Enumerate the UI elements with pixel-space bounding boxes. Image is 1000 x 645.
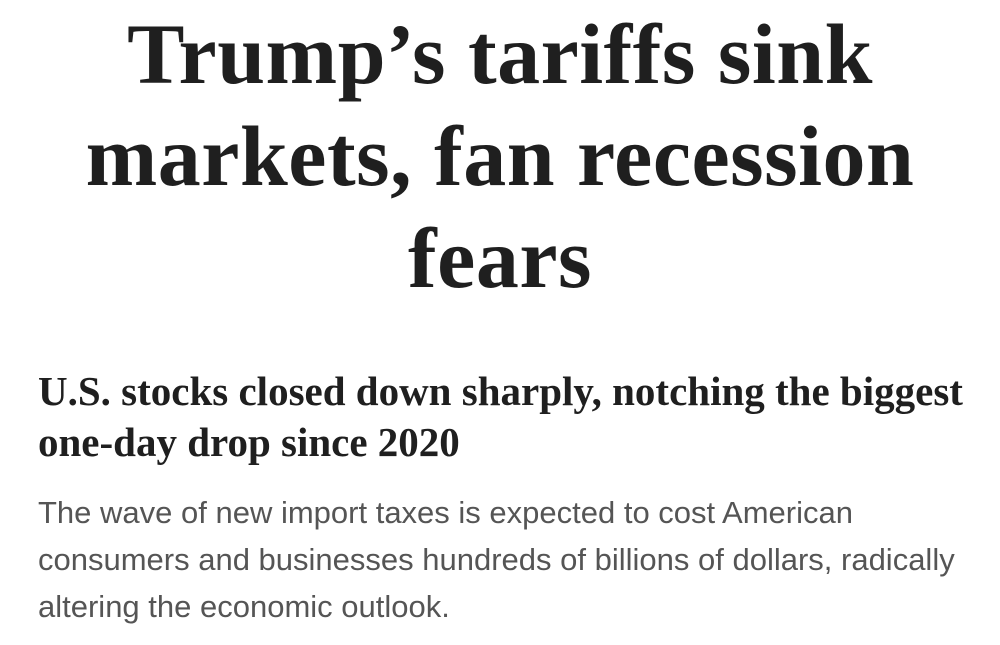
article-dek: The wave of new import taxes is expected… (38, 495, 955, 624)
article-headline: Trump’s tariffs sink markets, fan recess… (85, 6, 915, 306)
article-subheadline: U.S. stocks closed down sharply, notchin… (38, 368, 963, 465)
